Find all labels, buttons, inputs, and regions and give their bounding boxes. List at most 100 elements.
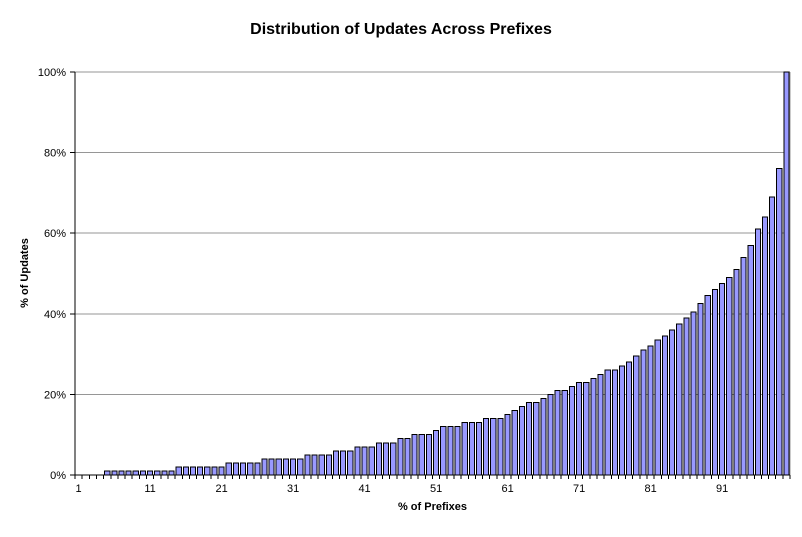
bar <box>297 458 304 476</box>
bar <box>690 311 697 476</box>
bar <box>497 418 504 476</box>
y-tick-label: 100% <box>38 67 66 79</box>
bar <box>261 458 268 476</box>
bar <box>554 389 561 476</box>
x-tick-label: 11 <box>144 483 155 495</box>
bar <box>225 462 232 476</box>
bar <box>733 268 740 476</box>
bar <box>626 361 633 476</box>
bar <box>761 216 769 476</box>
bar <box>490 418 497 476</box>
bar <box>375 442 382 476</box>
bar <box>647 345 654 476</box>
bar <box>461 422 468 476</box>
x-tick-label: 1 <box>76 483 82 495</box>
bar <box>204 466 211 476</box>
bar <box>511 410 518 476</box>
bar <box>540 397 547 476</box>
bar <box>368 446 375 476</box>
bar <box>447 426 454 476</box>
bar <box>311 454 318 476</box>
bar <box>726 277 733 476</box>
bar <box>104 470 111 476</box>
bar <box>769 196 776 476</box>
bar <box>547 393 554 476</box>
x-tick-label: 51 <box>430 483 442 495</box>
bar <box>561 389 568 476</box>
bar <box>483 418 490 476</box>
bar <box>211 466 218 476</box>
bar <box>254 462 261 476</box>
bar <box>418 434 425 476</box>
bar <box>347 450 354 476</box>
x-tick-label: 21 <box>215 483 227 495</box>
bar <box>640 349 647 476</box>
x-tick-label: 31 <box>287 483 299 495</box>
bar <box>633 355 640 476</box>
bar <box>161 470 168 476</box>
bar <box>390 442 397 476</box>
bar <box>189 466 197 476</box>
bar <box>275 458 282 476</box>
y-tick-label: 20% <box>44 389 66 401</box>
bar <box>290 458 297 476</box>
bar <box>232 462 239 476</box>
bar <box>475 422 483 476</box>
bar <box>576 381 583 476</box>
bar <box>239 462 247 476</box>
bar <box>783 71 790 476</box>
bar <box>411 434 418 476</box>
bar <box>604 369 611 476</box>
bar <box>218 466 225 476</box>
y-tick-label: 0% <box>50 470 66 482</box>
y-tick-label: 40% <box>44 309 66 321</box>
bar <box>325 454 332 476</box>
x-tick-label: 71 <box>573 483 585 495</box>
x-axis-title: % of Prefixes <box>397 501 468 513</box>
bar <box>533 401 540 476</box>
bar <box>747 244 754 476</box>
bar <box>454 426 461 476</box>
bar <box>332 450 340 476</box>
bar <box>282 458 290 476</box>
bar <box>590 377 597 476</box>
bar <box>518 405 525 476</box>
bar <box>440 426 447 476</box>
bar <box>154 470 161 476</box>
bar <box>697 303 704 476</box>
x-tick-label: 41 <box>358 483 370 495</box>
bar <box>676 323 683 476</box>
x-tick-label: 81 <box>644 483 656 495</box>
bar <box>583 381 590 476</box>
bar <box>468 422 475 476</box>
bar <box>340 450 347 476</box>
bar <box>776 168 783 476</box>
y-tick-label: 60% <box>44 228 66 240</box>
bar <box>597 373 604 476</box>
bar <box>683 317 690 476</box>
x-tick-label: 91 <box>716 483 728 495</box>
bar <box>111 470 118 476</box>
bar <box>354 446 361 476</box>
bar <box>382 442 390 476</box>
y-tick-label: 80% <box>44 148 66 160</box>
bar <box>147 470 154 476</box>
bar <box>504 414 511 476</box>
bar <box>568 385 575 476</box>
bar <box>661 335 668 476</box>
bar <box>704 295 711 476</box>
bar <box>247 462 254 476</box>
bar <box>197 466 204 476</box>
bar <box>719 283 726 476</box>
bar <box>425 434 433 476</box>
bar <box>268 458 275 476</box>
bar <box>361 446 368 476</box>
bar <box>118 470 125 476</box>
bar <box>654 339 661 476</box>
bar <box>175 466 182 476</box>
bar <box>168 470 175 476</box>
bar <box>525 401 533 476</box>
bar <box>433 430 440 476</box>
